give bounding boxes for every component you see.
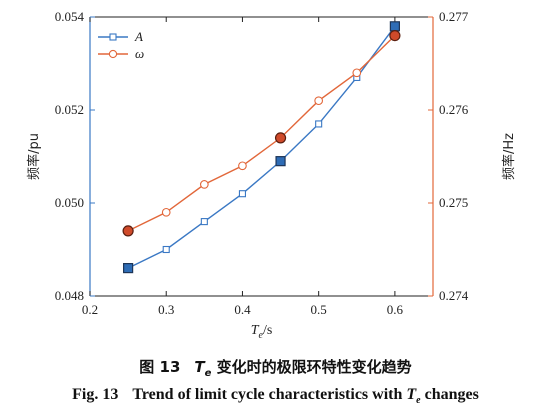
left-y-tick-label: 0.050 [55,195,84,210]
series-line [127,25,396,269]
series-layer [122,21,401,274]
data-point-circle [352,68,362,78]
left-y-tick-label: 0.052 [55,102,84,117]
figure-caption-english: Fig. 13 Trend of limit cycle characterist… [0,386,551,406]
x-axis-label: Te/s [251,323,273,341]
data-point-square [315,120,323,128]
right-y-tick-label: 0.275 [439,195,468,210]
right-y-axis-label: 频率/Hz [501,133,517,180]
x-tick-label: 0.6 [387,302,404,317]
data-point-circle [238,161,247,171]
dual-axis-line-chart: 0.2 0.3 0.4 0.5 0.6 0.048 0.050 0.052 0.054 0.274… [26,9,517,341]
data-point-circle [314,96,324,106]
data-point-circle [199,180,209,189]
left-y-tick-label: 0.048 [55,288,84,303]
caption-label-en: Fig. 13 [72,386,119,403]
legend-label: ω [135,46,144,61]
series-A [123,21,400,274]
right-y-tick-label: 0.274 [439,288,469,303]
caption-symbol-en: Te [406,386,421,407]
data-point-square [200,218,208,226]
series-omega [122,29,401,237]
legend-label: A [134,29,143,44]
figure-caption-chinese: 图 13 Te 变化时的极限环特性变化趋势 [0,356,551,379]
data-point-circle [161,207,171,217]
data-point-circle [122,225,134,237]
x-tick-label: 0.3 [158,302,174,317]
caption-text-cn: 变化时的极限环特性变化趋势 [216,358,412,376]
x-tick-label: 0.2 [82,302,98,317]
caption-text-en-end: changes [424,386,479,403]
data-point-circle [274,132,287,144]
left-y-axis-label: 频率/pu [26,133,42,180]
legend-marker-square [109,33,117,41]
legend-marker-circle [108,49,118,59]
data-point-square [238,190,246,198]
x-tick-label: 0.4 [234,302,251,317]
data-point-square [162,245,170,254]
chart-legend: Aω [98,29,144,61]
caption-symbol-cn: Te [194,358,212,379]
right-y-tick-label: 0.276 [439,102,469,117]
series-line [127,35,396,232]
data-point-square [389,21,400,32]
caption-text-en: Trend of limit cycle characteristics wit… [132,386,403,403]
chart-axes: 0.2 0.3 0.4 0.5 0.6 0.048 0.050 0.052 0.054 0.274… [26,9,517,341]
data-point-square [123,263,134,274]
x-tick-label: 0.5 [311,302,327,317]
right-y-tick-label: 0.277 [439,9,469,24]
data-point-square [275,156,286,167]
caption-label-cn: 图 13 [139,358,181,376]
left-y-tick-label: 0.054 [55,9,85,24]
data-point-circle [389,29,401,42]
